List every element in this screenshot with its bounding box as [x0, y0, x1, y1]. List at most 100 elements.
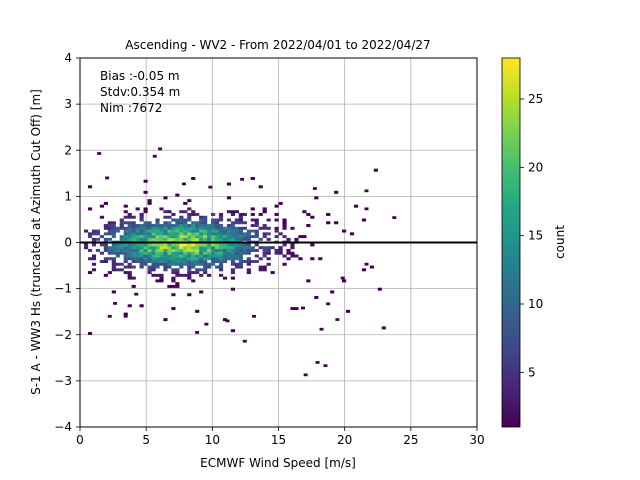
heatmap-cell	[83, 246, 89, 250]
heatmap-cell	[211, 251, 216, 255]
heatmap-cell	[155, 279, 160, 283]
heatmap-cell	[199, 248, 204, 252]
heatmap-cell	[306, 279, 311, 283]
heatmap-cell	[151, 262, 156, 266]
heatmap-cell	[171, 254, 176, 258]
heatmap-cell	[175, 232, 180, 236]
outlier-cell	[252, 314, 257, 318]
colorbar	[501, 57, 521, 428]
heatmap-cell	[183, 251, 188, 255]
heatmap-cell	[195, 309, 200, 313]
heatmap-cell	[163, 237, 168, 241]
heatmap-cell	[107, 229, 112, 233]
heatmap-cell	[91, 232, 97, 236]
heatmap-cell	[211, 221, 216, 225]
heatmap-cell	[127, 251, 132, 255]
heatmap-cell	[131, 229, 136, 233]
heatmap-cell	[211, 243, 216, 247]
heatmap-cell	[87, 232, 93, 236]
heatmap-cell	[139, 243, 144, 247]
heatmap-cell	[139, 218, 144, 222]
heatmap-cell	[211, 237, 216, 241]
heatmap-cell	[238, 237, 243, 241]
heatmap-cell	[151, 268, 156, 272]
heatmap-cell	[131, 215, 136, 219]
heatmap-cell	[214, 237, 220, 241]
heatmap-cell	[191, 265, 196, 269]
heatmap-cell	[203, 232, 208, 236]
heatmap-cell	[111, 265, 116, 269]
heatmap-cell	[167, 254, 172, 258]
heatmap-cell	[187, 199, 192, 203]
heatmap-cell	[139, 224, 144, 228]
heatmap-cell	[211, 257, 216, 261]
heatmap-cell	[187, 276, 192, 280]
heatmap-cell	[218, 257, 224, 261]
heatmap-cell	[175, 251, 180, 255]
heatmap-cell	[179, 232, 184, 236]
heatmap-cell	[139, 304, 144, 308]
heatmap-cell	[103, 273, 108, 277]
heatmap-cell	[246, 243, 251, 247]
heatmap-cell	[143, 257, 148, 261]
heatmap-cell	[123, 251, 128, 255]
heatmap-cell	[171, 279, 176, 283]
heatmap-cell	[159, 279, 164, 283]
heatmap-cell	[218, 215, 224, 219]
heatmap-cell	[242, 237, 247, 241]
heatmap-cell	[135, 260, 140, 263]
heatmap-cell	[131, 235, 136, 239]
heatmap-cell	[127, 215, 132, 219]
heatmap-cell	[131, 243, 136, 247]
heatmap-cell	[163, 243, 168, 247]
heatmap-cell	[187, 218, 192, 222]
heatmap-cell	[250, 212, 255, 216]
heatmap-cell	[111, 226, 116, 230]
heatmap-cell	[226, 254, 232, 258]
heatmap-cell	[171, 229, 176, 233]
heatmap-cell	[207, 257, 212, 261]
heatmap-cell	[187, 215, 192, 219]
heatmap-cell	[171, 218, 176, 222]
heatmap-cell	[131, 221, 136, 225]
heatmap-cell	[230, 232, 236, 236]
heatmap-cell	[203, 251, 208, 255]
heatmap-cell	[131, 246, 136, 250]
outlier-cell	[123, 314, 128, 318]
heatmap-cell	[199, 254, 204, 258]
heatmap-cell	[139, 262, 144, 266]
heatmap-cell	[119, 268, 124, 272]
heatmap-cell	[183, 246, 188, 250]
heatmap-cell	[115, 268, 120, 272]
x-axis-ticks: 0 5 10 15 20 25 30	[76, 427, 485, 447]
heatmap-cell	[195, 232, 200, 236]
heatmap-cell	[111, 257, 116, 261]
heatmap-cell	[147, 243, 152, 247]
heatmap-cell	[183, 257, 188, 261]
heatmap-cell	[143, 235, 148, 239]
heatmap-cell	[127, 212, 132, 216]
heatmap-cell	[294, 307, 299, 311]
heatmap-cell	[203, 254, 208, 258]
heatmap-cell	[274, 226, 279, 230]
heatmap-cell	[250, 207, 255, 211]
heatmap-cell	[151, 251, 156, 255]
heatmap-cell	[179, 254, 184, 258]
heatmap-cell	[262, 210, 267, 214]
heatmap-cell	[203, 248, 208, 252]
heatmap-cell	[211, 229, 216, 233]
x-tick-label: 15	[271, 433, 286, 447]
heatmap-cell	[195, 224, 200, 228]
heatmap-cell	[175, 224, 180, 228]
heatmap-cell	[274, 212, 279, 216]
heatmap-cell	[147, 257, 152, 261]
heatmap-cell	[195, 254, 200, 258]
heatmap-cell	[163, 229, 168, 233]
heatmap-cell	[195, 271, 200, 275]
heatmap-cell	[199, 235, 204, 239]
heatmap-cell	[214, 218, 220, 222]
heatmap-cell	[187, 251, 192, 255]
heatmap-cell	[262, 226, 267, 230]
heatmap-cell	[222, 248, 228, 252]
heatmap-cell	[302, 210, 307, 214]
